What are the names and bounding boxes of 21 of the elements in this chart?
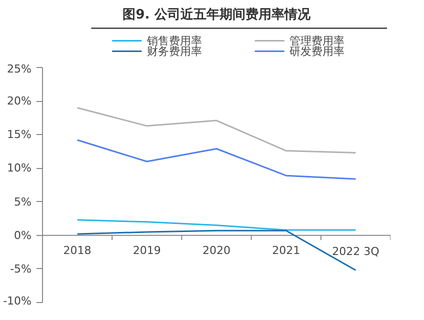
- chart-title: 图9. 公司近五年期间费用率情况: [122, 6, 312, 22]
- line-series: [76, 107, 356, 154]
- y-tick-label: 15%: [7, 128, 32, 142]
- y-tick-label: 5%: [14, 195, 32, 208]
- y-tick-label: 20%: [7, 94, 32, 108]
- line-series: [76, 139, 356, 180]
- y-tick-label: 25%: [7, 62, 32, 76]
- y-tick-label: -10%: [3, 294, 32, 308]
- x-tick-label: 2018: [63, 244, 92, 257]
- line-series: [76, 219, 356, 231]
- legend-label: 销售费用率: [146, 34, 202, 48]
- legend-label: 财务费用率: [146, 44, 202, 58]
- x-tick-label: 2019: [132, 244, 161, 257]
- legend-label: 研发费用率: [290, 44, 345, 58]
- y-tick-label: 0%: [14, 228, 32, 242]
- y-tick-label: 10%: [7, 162, 32, 175]
- y-tick-label: -5%: [10, 262, 32, 276]
- x-tick-label: 2022 3Q: [332, 244, 380, 258]
- legend-label: 管理费用率: [290, 34, 345, 48]
- x-tick-label: 2021: [272, 244, 300, 257]
- x-tick-label: 2020: [202, 244, 231, 257]
